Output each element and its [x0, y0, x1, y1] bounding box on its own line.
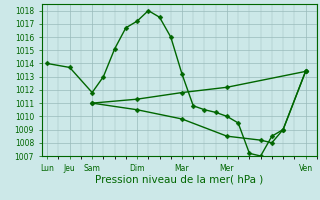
X-axis label: Pression niveau de la mer( hPa ): Pression niveau de la mer( hPa ) [95, 174, 263, 184]
